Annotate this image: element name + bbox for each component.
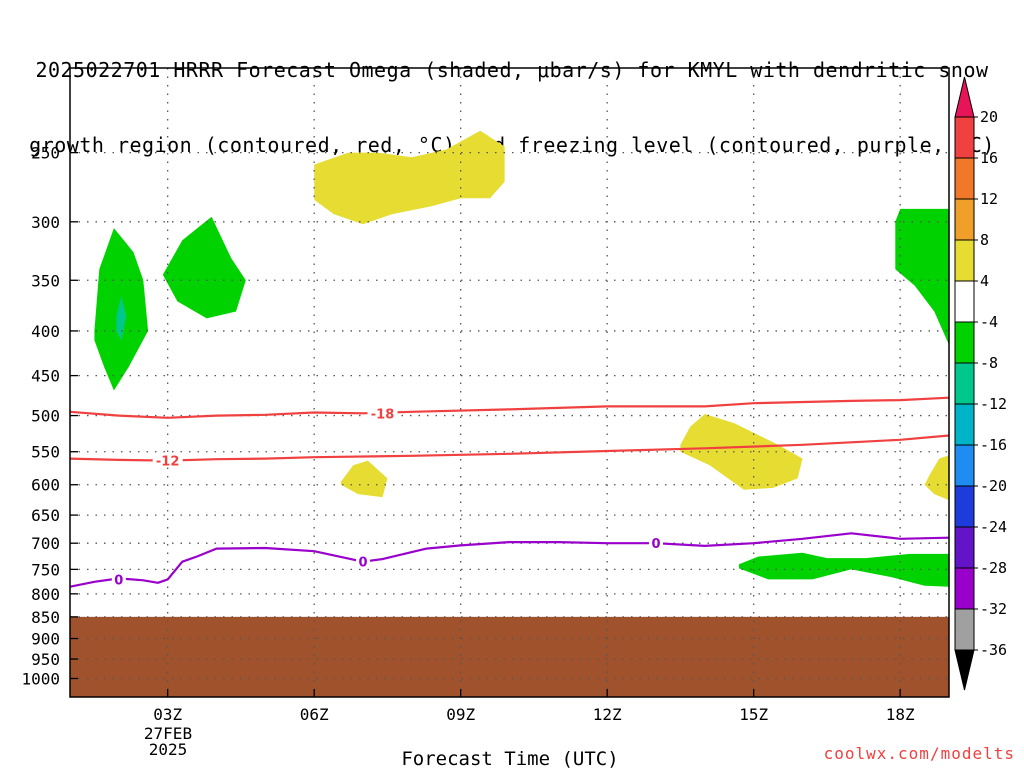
omega-shading [94,130,949,587]
y-tick-label-500: 500 [31,407,60,426]
contour-label-bg-3 [356,553,370,569]
omega-region-1 [116,296,127,341]
colorbar-box-8 [954,403,975,446]
colorbar-label-2: 12 [980,190,998,208]
colorbar-label-13: -36 [980,641,1007,659]
colorbar-box-2 [954,157,975,200]
plot-frame [69,67,950,698]
colorbar-label-4: 4 [980,272,989,290]
colorbar-box-9 [954,444,975,487]
contour-line-2 [70,532,949,588]
y-tick-label-850: 850 [31,608,60,627]
y-tick-label-650: 650 [31,506,60,525]
date-label-day: 27FEB [144,724,192,743]
x-tick-label-09Z: 09Z [446,705,475,724]
date-label-year: 2025 [149,740,188,759]
omega-region-7 [895,208,949,345]
x-tick-label-03Z: 03Z [153,705,182,724]
y-tick-label-700: 700 [31,534,60,553]
omega-region-6 [924,455,949,501]
y-tick-label-750: 750 [31,560,60,579]
colorbar-box-5 [954,280,975,323]
colorbar-box-13 [954,608,975,651]
contour-label-bg-0 [367,405,398,421]
contour-line-1 [70,434,949,462]
omega-region-3 [314,130,505,225]
y-tick-label-950: 950 [31,650,60,669]
colorbar-box-6 [954,321,975,364]
credit-link[interactable]: coolwx.com/modelts [824,744,1015,763]
colorbar-bottom-arrow [954,649,975,691]
y-tick-label-300: 300 [31,213,60,232]
contour-label-bg-1 [152,452,183,468]
colorbar-label-7: -12 [980,395,1007,413]
contour-label-4: 0 [651,537,660,552]
omega-region-4 [341,460,388,498]
temperature-contours: -18 -12 0 0 0 [70,396,949,588]
colorbar-label-3: 8 [980,231,989,249]
omega-region-2 [162,216,246,319]
colorbar: 20 16 12 8 4 -4 -8 -12 -16 -20 -24 -28 -32 -36 [954,76,1007,691]
colorbar-box-10 [954,485,975,528]
colorbar-label-9: -20 [980,477,1007,495]
x-tick-label-06Z: 06Z [300,705,329,724]
y-tick-label-800: 800 [31,585,60,604]
y-tick-label-900: 900 [31,630,60,649]
contour-label-bg-2 [111,571,126,587]
contour-label-2: 0 [114,573,123,588]
colorbar-label-8: -16 [980,436,1007,454]
y-tick-label-600: 600 [31,476,60,495]
x-axis-ticks: 03Z 06Z 09Z 12Z 15Z 18Z [153,689,915,724]
colorbar-label-0: 20 [980,108,998,126]
colorbar-label-6: -8 [980,354,998,372]
contour-label-1: -12 [156,455,180,470]
colorbar-box-12 [954,567,975,610]
x-tick-label-12Z: 12Z [593,705,622,724]
colorbar-box-11 [954,526,975,569]
contour-label-0: -18 [371,407,395,422]
colorbar-label-12: -32 [980,600,1007,618]
y-tick-label-250: 250 [31,144,60,163]
omega-region-5 [680,414,803,490]
x-tick-label-18Z: 18Z [886,705,915,724]
colorbar-label-5: -4 [980,313,998,331]
y-tick-label-550: 550 [31,443,60,462]
colorbar-label-10: -24 [980,518,1007,536]
ground-layer [70,616,949,697]
colorbar-box-3 [954,198,975,241]
colorbar-label-1: 16 [980,149,998,167]
colorbar-top-arrow [954,76,975,118]
contour-label-3: 0 [358,556,367,571]
colorbar-label-11: -28 [980,559,1007,577]
y-tick-label-1000: 1000 [21,669,60,688]
chart-title-line1: 2025022701 HRRR Forecast Omega (shaded, … [35,58,989,82]
y-tick-label-450: 450 [31,367,60,386]
colorbar-box-7 [954,362,975,405]
chart-title: 2025022701 HRRR Forecast Omega (shaded, … [0,8,1024,183]
colorbar-box-1 [954,116,975,159]
grid-lines [70,68,949,697]
contour-label-bg-4 [649,535,663,551]
y-tick-label-400: 400 [31,322,60,341]
contour-line-0 [70,396,949,419]
ground-fill [70,616,949,697]
y-tick-label-350: 350 [31,271,60,290]
colorbar-box-4 [954,239,975,282]
x-axis-label: Forecast Time (UTC) [401,748,618,768]
y-axis-ticks: 250 300 350 400 450 500 550 600 650 700 750 800 850 9… [21,144,78,688]
x-tick-label-15Z: 15Z [739,705,768,724]
